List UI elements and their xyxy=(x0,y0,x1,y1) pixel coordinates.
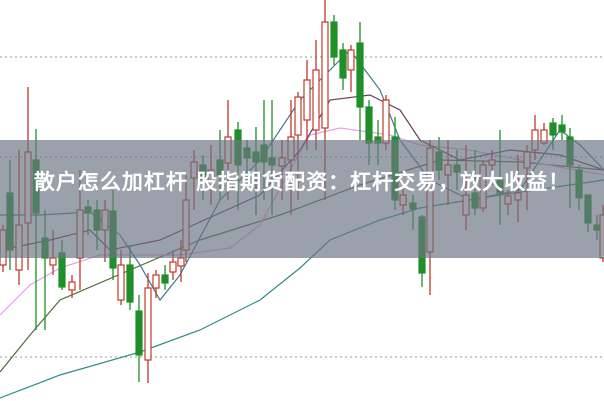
candle-body xyxy=(49,257,57,266)
candle-body xyxy=(382,99,390,144)
candle-body xyxy=(144,287,152,361)
candle-body xyxy=(339,49,347,79)
candle-body xyxy=(58,252,66,288)
candle-body xyxy=(321,21,329,129)
candle-body xyxy=(68,281,76,291)
candle-down xyxy=(330,15,338,65)
candle-body xyxy=(177,257,185,267)
candle-body xyxy=(365,106,373,144)
candle-body xyxy=(126,264,134,303)
candle-body xyxy=(135,310,143,356)
candle-body xyxy=(347,49,355,71)
candle-body xyxy=(549,122,557,136)
candle-body xyxy=(152,274,160,289)
title-overlay-band xyxy=(0,140,604,258)
candle-body xyxy=(117,264,125,301)
article-title: 散户怎么加杠杆 股指期货配资：杠杆交易，放大收益！ xyxy=(33,170,571,194)
candle-up xyxy=(152,270,160,298)
candle-up xyxy=(68,275,76,298)
candle-body xyxy=(312,69,320,131)
candle-body xyxy=(558,124,566,133)
candle-down xyxy=(558,115,566,140)
candle-up xyxy=(303,60,311,150)
candle-up xyxy=(117,250,125,305)
candle-down xyxy=(135,295,143,382)
candle-up xyxy=(312,40,320,150)
candle-up xyxy=(144,273,152,383)
candle-down xyxy=(356,22,364,140)
candle-body xyxy=(330,21,338,58)
candle-body xyxy=(356,42,364,108)
candle-body xyxy=(294,96,302,136)
candle-up xyxy=(347,45,355,92)
candle-body xyxy=(169,261,177,273)
candle-body xyxy=(161,274,169,284)
candle-down xyxy=(161,265,169,290)
candle-body xyxy=(303,79,311,121)
candle-down xyxy=(339,43,347,90)
